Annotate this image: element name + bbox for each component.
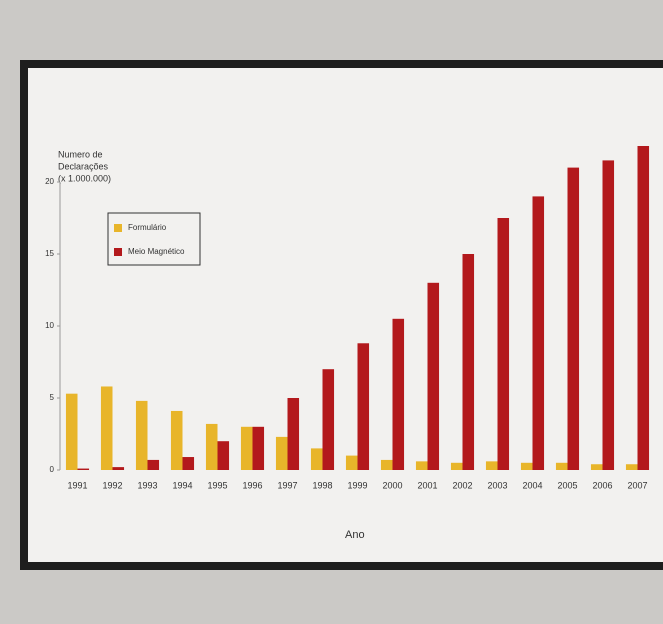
x-tick-label: 1993 (137, 480, 157, 490)
legend-swatch (114, 248, 122, 256)
x-tick-label: 2007 (627, 480, 647, 490)
x-tick-label: 1997 (277, 480, 297, 490)
y-axis-label: (x 1.000.000) (58, 173, 111, 183)
legend-box (107, 212, 201, 266)
x-tick-label: 2002 (452, 480, 472, 490)
y-tick-label: 0 (50, 465, 55, 474)
x-tick-label: 2001 (417, 480, 437, 490)
y-tick-label: 15 (45, 249, 54, 258)
y-axis-label: Declarações (58, 161, 109, 171)
bar (567, 167, 580, 470)
bar (322, 369, 335, 470)
x-tick-label: 2000 (382, 480, 402, 490)
bar (345, 455, 358, 470)
bar (485, 461, 498, 470)
x-tick-label: 2003 (487, 480, 507, 490)
legend-swatch (114, 224, 122, 232)
bar (170, 410, 183, 470)
x-tick-label: 1998 (312, 480, 332, 490)
bar (462, 254, 475, 470)
bar (100, 386, 113, 470)
bar (205, 423, 218, 470)
bar (520, 462, 533, 470)
y-tick-label: 5 (50, 393, 55, 402)
bar (532, 196, 545, 470)
x-tick-label: 1999 (347, 480, 367, 490)
y-axis-label: Numero de (58, 149, 103, 159)
x-axis-label: Ano (345, 529, 365, 541)
x-tick-label: 1996 (242, 480, 262, 490)
bar (287, 398, 300, 470)
bar (427, 282, 440, 470)
bar (637, 146, 650, 470)
bar (497, 218, 510, 470)
x-tick-label: 2006 (592, 480, 612, 490)
y-tick-label: 10 (45, 321, 54, 330)
x-tick-label: 1992 (102, 480, 122, 490)
bar (357, 343, 370, 470)
legend-label: Meio Magnético (128, 247, 185, 256)
bar (112, 467, 125, 470)
bar (182, 457, 195, 470)
bar (415, 461, 428, 470)
x-tick-label: 2004 (522, 480, 542, 490)
y-tick-label: 20 (45, 177, 54, 186)
bar (240, 426, 253, 470)
bar (602, 160, 615, 470)
bar (590, 464, 603, 470)
bar (275, 436, 288, 470)
bar (392, 318, 405, 470)
bar (555, 462, 568, 470)
bar (252, 426, 265, 470)
x-tick-label: 1991 (67, 480, 87, 490)
x-tick-label: 2005 (557, 480, 577, 490)
bar (380, 459, 393, 470)
bar (135, 400, 148, 470)
bar (625, 464, 638, 470)
bar (77, 468, 90, 470)
x-tick-label: 1995 (207, 480, 227, 490)
screen (28, 68, 663, 562)
bar (65, 393, 78, 470)
bar (217, 441, 230, 470)
legend-label: Formulário (128, 223, 167, 232)
bar (450, 462, 463, 470)
x-tick-label: 1994 (172, 480, 192, 490)
bar (147, 459, 160, 470)
bar (310, 448, 323, 470)
